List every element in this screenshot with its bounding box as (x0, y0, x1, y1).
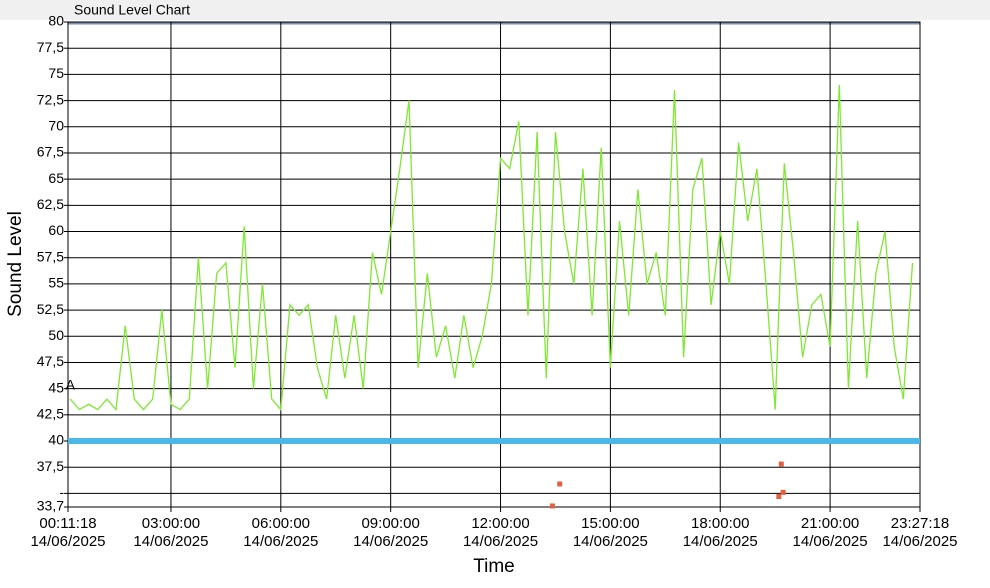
x-tick-label: 21:00:00 14/06/2025 (792, 515, 868, 550)
low-point (557, 481, 563, 487)
x-tick-label: 03:00:00 14/06/2025 (133, 515, 209, 550)
x-tick-label: 00:11:18 14/06/2025 (30, 515, 106, 550)
y-tick-label: 40 (48, 432, 64, 448)
y-tick-label: 45 (48, 379, 64, 395)
y-axis-label: Sound Level (5, 211, 26, 317)
y-tick-label: 47,5 (37, 353, 64, 369)
low-point (780, 489, 786, 495)
y-tick-label: 62,5 (37, 196, 64, 212)
plot-area (67, 21, 921, 508)
y-tick-label: 77,5 (37, 39, 64, 55)
chart-title: Sound Level Chart (74, 2, 190, 18)
y-tick-label: - (59, 484, 64, 500)
x-tick-label: 12:00:00 14/06/2025 (462, 515, 539, 550)
low-point (778, 461, 784, 467)
y-tick-label: 75 (48, 65, 64, 81)
low-point (776, 494, 782, 500)
y-tick-label: 67,5 (37, 144, 64, 160)
y-tick-label: 55 (48, 275, 64, 291)
annotation: A (66, 377, 76, 393)
y-tick-label: 57,5 (37, 248, 64, 264)
title-bar (0, 0, 990, 20)
x-tick-label: 15:00:00 14/06/2025 (572, 515, 648, 550)
sound-level-line (69, 84, 914, 412)
y-tick-label: 37,5 (37, 458, 64, 474)
y-tick-label: 52,5 (37, 301, 64, 317)
x-tick-label: 18:00:00 14/06/2025 (682, 515, 758, 550)
x-tick-label: 23:27:18 14/06/2025 (882, 515, 958, 550)
y-tick-label: 72,5 (37, 91, 64, 107)
y-tick-label: 70 (48, 117, 64, 133)
x-tick-label: 09:00:00 14/06/2025 (353, 515, 429, 550)
x-tick-label: 06:00:00 14/06/2025 (243, 515, 319, 550)
y-tick-label: 42,5 (37, 406, 64, 422)
x-axis-label: Time (473, 556, 515, 577)
y-tick-label: 33,7 (37, 498, 64, 514)
low-point (549, 503, 555, 509)
y-tick-label: 80 (48, 13, 64, 29)
y-tick-label: 65 (48, 170, 64, 186)
y-tick-label: 60 (48, 222, 64, 238)
y-tick-label: 50 (48, 327, 64, 343)
